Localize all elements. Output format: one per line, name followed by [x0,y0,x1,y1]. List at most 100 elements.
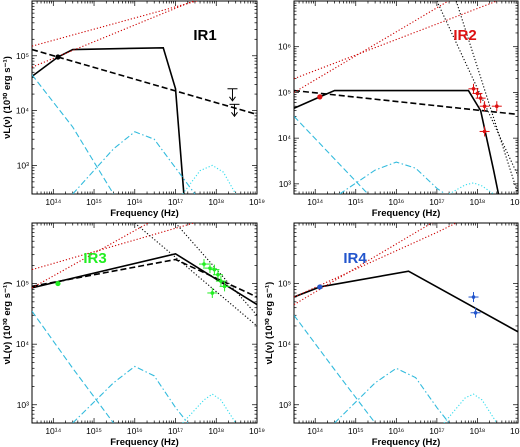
y-tick-label: 10⁵ [278,279,291,289]
series-line-dashdot [72,365,189,423]
x-tick-label: 10¹⁵ [86,426,102,436]
data-point [55,280,61,287]
series-line-dotted [182,164,237,194]
series-line-solid [294,270,518,333]
series-line-dotted [294,1,450,93]
series-line-dashdot [339,161,446,194]
plot-frame [31,222,258,424]
data-point [212,267,217,272]
y-tick-label: 10⁵ [278,87,291,97]
series-line-dotted [32,1,199,47]
series-line-dashed [32,310,114,423]
series-line-solid [32,46,185,194]
series-line-solid [32,252,257,306]
series-line-solid [294,89,500,194]
x-tick-label: 10¹⁸ [208,426,224,436]
x-tick-label: 10¹⁸ [470,197,486,207]
series-line-dotted [134,223,257,327]
data-point [317,94,323,100]
series-line-dotted [32,223,150,289]
upper-limit-arrow [231,112,238,118]
series-line-dashed [294,314,376,423]
x-tick-label: 10¹⁸ [470,426,486,436]
data-point [471,87,476,91]
data-point [210,291,215,295]
x-tick-label: 10¹⁷ [168,426,183,436]
data-point [216,272,220,277]
series-line-dotted [32,223,196,271]
x-axis-label: Frequency (Hz) [110,437,179,447]
series-line-dashdot [72,131,196,194]
series-line-dotted [182,393,237,423]
y-axis-label: νL(ν) (10³⁰ erg s⁻¹) [264,282,275,365]
series-line-dashed [32,74,114,194]
x-tick-label: 10¹⁶ [388,197,404,207]
x-axis-label: Frequency (Hz) [372,437,441,447]
x-tick-label: 10¹⁴ [45,197,61,207]
x-tick-label: 10¹⁴ [307,197,323,207]
panel-title: IR3 [83,250,106,267]
data-point [482,104,487,108]
panel-ir2: 10¹⁴ 10¹⁵ 10¹⁶ 10¹⁷ 10¹⁸ 10¹⁹ 10³ 10⁴ 10⁵ 10⁶ Freq… [278,0,520,219]
panel-ir3: 10¹⁴ 10¹⁵ 10¹⁶ 10¹⁷ 10¹⁸ 10¹⁹ 10³ 10⁴ 10⁵ Frequen… [2,222,265,447]
data-point [317,284,323,290]
panel-title: IR2 [453,27,476,44]
data-point [478,96,483,100]
data-point [219,279,223,283]
upper-limit-arrow [229,96,236,102]
series-line-dotted [294,1,499,80]
plot-frame [293,0,519,195]
data-point [482,129,487,134]
series-line-dashed [32,258,257,298]
y-tick-label: 10⁴ [278,133,291,143]
series-line-dotted [443,393,498,423]
x-tick-label: 10¹⁵ [348,426,364,436]
x-tick-label: 10¹⁴ [307,426,323,436]
series-line-dashed [32,48,257,116]
y-tick-label: 10⁵ [16,279,29,289]
x-tick-label: 10¹⁷ [168,197,183,207]
y-tick-label: 10⁶ [278,42,291,52]
y-axis-label: νL(ν) (10³⁰ erg s⁻¹) [2,56,13,139]
data-layer [294,223,518,423]
data-point [494,104,499,108]
data-point [473,310,478,315]
plot-frame [31,0,258,195]
y-axis-label: νL(ν) (10³⁰ erg s⁻¹) [2,282,13,365]
data-point [222,284,227,289]
series-line-dotted [294,223,457,298]
x-axis-label: Frequency (Hz) [372,208,441,219]
data-point [55,54,61,60]
data-point [202,262,206,266]
data-layer [294,1,518,194]
data-point [471,295,476,299]
x-tick-label: 10¹⁶ [127,426,143,436]
y-tick-label: 10⁴ [16,339,29,349]
y-tick-label: 10⁴ [278,339,291,349]
y-tick-label: 10³ [279,400,291,410]
panel-title: IR1 [193,27,216,44]
data-point [208,266,212,270]
series-line-dotted [32,1,195,68]
data-point [475,91,480,96]
x-tick-label: 10¹⁸ [208,197,224,207]
x-tick-label: 10¹⁵ [348,197,364,207]
x-tick-label: 10¹⁹ [510,426,520,436]
x-tick-label: 10¹⁶ [388,426,404,436]
x-tick-label: 10¹⁹ [249,197,265,207]
series-line-dashdot [334,367,450,423]
plot-frame [293,222,519,424]
y-tick-label: 10³ [17,160,29,170]
y-tick-label: 10³ [279,179,291,189]
x-tick-label: 10¹⁴ [45,426,61,436]
x-axis-label: Frequency (Hz) [110,208,179,219]
x-tick-label: 10¹⁷ [429,197,444,207]
panel-title: IR4 [343,250,367,267]
x-tick-label: 10¹⁵ [86,197,102,207]
data-layer [32,223,257,423]
x-tick-label: 10¹⁹ [249,426,265,436]
y-tick-label: 10³ [17,400,29,410]
panel-ir4: 10¹⁴ 10¹⁵ 10¹⁶ 10¹⁷ 10¹⁸ 10¹⁹ 10³ 10⁴ 10⁵ Frequen… [264,222,520,447]
series-line-dashed [294,115,369,194]
x-tick-label: 10¹⁷ [429,426,444,436]
